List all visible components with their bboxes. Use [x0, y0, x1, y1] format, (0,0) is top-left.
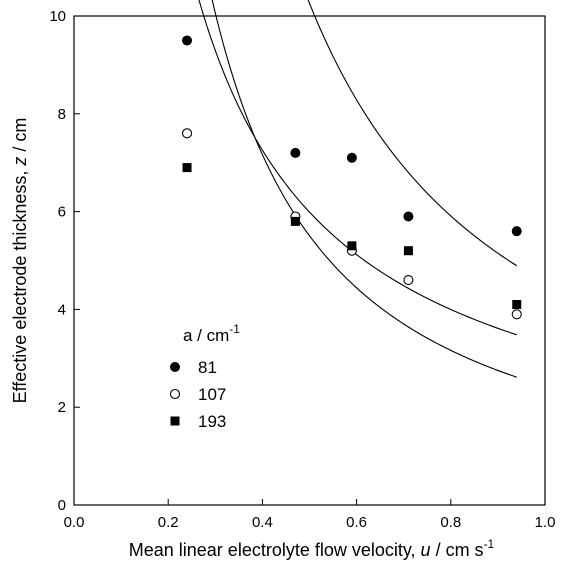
x-tick-label: 0.6	[346, 514, 367, 531]
y-tick-label: 10	[49, 8, 66, 25]
data-point-193	[347, 241, 357, 251]
data-point-193	[512, 300, 522, 310]
data-point-81	[182, 35, 193, 46]
data-point-107	[181, 128, 193, 139]
data-point-193	[403, 246, 413, 256]
y-tick-label: 4	[58, 301, 66, 318]
x-tick-label: 0.2	[158, 514, 179, 531]
x-axis-title: Mean linear electrolyte flow velocity, u…	[129, 537, 495, 560]
data-point-107	[511, 309, 522, 320]
data-point-81	[290, 147, 301, 158]
legend-label-193: 193	[198, 412, 226, 431]
legend-label-107: 107	[198, 385, 226, 404]
legend-marker-81	[170, 362, 180, 372]
y-tick-label: 0	[58, 497, 66, 514]
y-tick-label: 2	[58, 399, 66, 416]
y-axis-title: Effective electrode thickness, z / cm	[10, 118, 30, 404]
y-tick-label: 6	[58, 204, 66, 221]
data-point-81	[346, 152, 357, 163]
data-point-81	[511, 226, 522, 237]
data-point-107	[403, 275, 414, 286]
x-tick-label: 0.0	[64, 514, 85, 531]
fit-curve-107	[211, 0, 517, 378]
fit-curve-193	[198, 0, 517, 336]
legend-marker-193	[170, 416, 180, 426]
legend-title: a / cm-1	[183, 322, 240, 345]
y-tick-label: 8	[58, 106, 66, 123]
legend-label-81: 81	[198, 358, 217, 377]
data-point-193	[290, 216, 300, 226]
data-point-193	[182, 163, 192, 173]
x-tick-label: 1.0	[535, 514, 556, 531]
plot-frame	[73, 15, 546, 506]
data-point-81	[403, 211, 414, 222]
fit-curve-81	[307, 0, 518, 267]
x-tick-label: 0.4	[252, 514, 273, 531]
legend-marker-107	[169, 388, 181, 400]
x-tick-label: 0.8	[440, 514, 461, 531]
